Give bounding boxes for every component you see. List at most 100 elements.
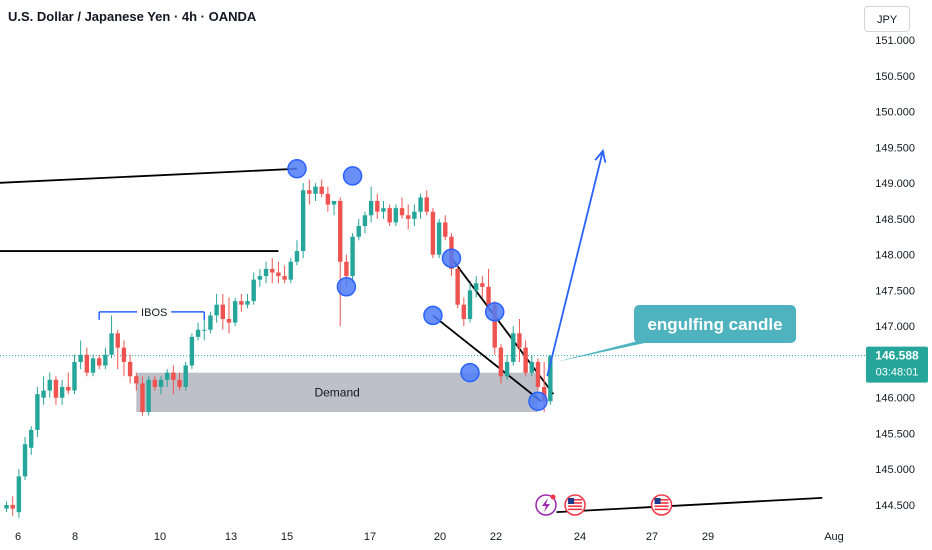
- candle[interactable]: [53, 376, 59, 405]
- trendline-3[interactable]: [432, 314, 542, 402]
- candle[interactable]: [276, 261, 281, 284]
- swing-circle[interactable]: [423, 305, 443, 326]
- projection-arrow[interactable]: [546, 150, 604, 377]
- candle[interactable]: [418, 193, 423, 219]
- candle[interactable]: [66, 372, 71, 395]
- candle[interactable]: [356, 218, 361, 241]
- swing-circle[interactable]: [342, 166, 363, 186]
- swing-circle[interactable]: [460, 362, 480, 383]
- candle[interactable]: [29, 426, 34, 455]
- candle[interactable]: [59, 379, 65, 405]
- candle[interactable]: [22, 437, 28, 480]
- candle[interactable]: [436, 218, 442, 259]
- candle[interactable]: [504, 354, 510, 380]
- candle[interactable]: [4, 501, 9, 513]
- candle[interactable]: [473, 276, 479, 298]
- candle[interactable]: [78, 340, 83, 370]
- candle[interactable]: [146, 376, 151, 416]
- candle[interactable]: [362, 211, 368, 234]
- candle[interactable]: [461, 297, 467, 327]
- currency-selector[interactable]: JPY: [864, 6, 910, 32]
- candle[interactable]: [232, 297, 238, 327]
- candle[interactable]: [35, 386, 40, 438]
- candle[interactable]: [387, 204, 392, 226]
- candle[interactable]: [208, 311, 213, 334]
- candle[interactable]: [406, 204, 411, 230]
- us-flag-event-icon[interactable]: [650, 494, 673, 516]
- candle[interactable]: [375, 193, 380, 219]
- candle[interactable]: [41, 376, 46, 405]
- swing-circle[interactable]: [287, 159, 307, 179]
- candle[interactable]: [399, 197, 405, 219]
- lightning-event-icon[interactable]: [535, 494, 557, 516]
- candle[interactable]: [183, 361, 188, 391]
- candle[interactable]: [245, 293, 250, 309]
- candle[interactable]: [529, 354, 534, 377]
- candle[interactable]: [195, 322, 201, 341]
- candle[interactable]: [498, 344, 504, 384]
- candle[interactable]: [115, 329, 120, 370]
- candle[interactable]: [517, 319, 522, 362]
- candle[interactable]: [127, 354, 133, 384]
- candle[interactable]: [443, 215, 448, 241]
- candle[interactable]: [257, 268, 263, 287]
- candle[interactable]: [164, 369, 170, 387]
- candle[interactable]: [319, 179, 324, 198]
- trendline-4[interactable]: [556, 496, 823, 514]
- candle[interactable]: [16, 469, 22, 518]
- candle[interactable]: [171, 365, 176, 395]
- candle[interactable]: [220, 293, 225, 330]
- candle[interactable]: [226, 297, 232, 334]
- candle[interactable]: [282, 265, 287, 284]
- trendline-0[interactable]: [0, 167, 298, 184]
- candle[interactable]: [121, 340, 127, 377]
- candle[interactable]: [511, 326, 516, 366]
- candle[interactable]: [158, 376, 164, 395]
- candle[interactable]: [140, 376, 145, 416]
- candle[interactable]: [189, 333, 195, 370]
- candle[interactable]: [177, 372, 182, 391]
- candle[interactable]: [109, 315, 114, 359]
- callout-box[interactable]: [634, 305, 796, 343]
- candle[interactable]: [10, 496, 15, 516]
- candle[interactable]: [214, 293, 219, 323]
- candle[interactable]: [307, 179, 312, 205]
- candle[interactable]: [368, 186, 374, 223]
- swing-circle[interactable]: [484, 302, 505, 322]
- candle[interactable]: [84, 347, 90, 377]
- candle[interactable]: [393, 204, 399, 226]
- candle[interactable]: [467, 283, 473, 323]
- swing-circle[interactable]: [441, 248, 462, 268]
- candle[interactable]: [47, 372, 52, 398]
- candle[interactable]: [313, 183, 318, 201]
- candle[interactable]: [288, 258, 293, 284]
- us-flag-event-icon[interactable]: [564, 494, 586, 516]
- candle[interactable]: [535, 358, 541, 391]
- candle[interactable]: [412, 204, 417, 226]
- candle[interactable]: [263, 261, 269, 284]
- swing-circle[interactable]: [336, 277, 357, 297]
- candle[interactable]: [455, 265, 460, 309]
- candle[interactable]: [338, 197, 343, 327]
- candle[interactable]: [424, 190, 429, 216]
- candle[interactable]: [381, 200, 386, 219]
- candle[interactable]: [325, 186, 331, 212]
- candle[interactable]: [350, 233, 355, 284]
- candle[interactable]: [523, 340, 528, 377]
- candle[interactable]: [97, 354, 102, 370]
- candle[interactable]: [331, 200, 337, 216]
- candle[interactable]: [430, 208, 436, 259]
- candle[interactable]: [270, 258, 275, 284]
- candle[interactable]: [103, 347, 108, 370]
- candle[interactable]: [294, 240, 300, 266]
- candle[interactable]: [300, 183, 306, 259]
- candle[interactable]: [72, 354, 77, 395]
- candle[interactable]: [152, 376, 158, 391]
- swing-circle[interactable]: [528, 391, 548, 412]
- candle[interactable]: [239, 293, 244, 312]
- candle[interactable]: [134, 372, 139, 391]
- candle[interactable]: [90, 354, 96, 377]
- candle[interactable]: [480, 276, 485, 298]
- candle[interactable]: [251, 272, 256, 305]
